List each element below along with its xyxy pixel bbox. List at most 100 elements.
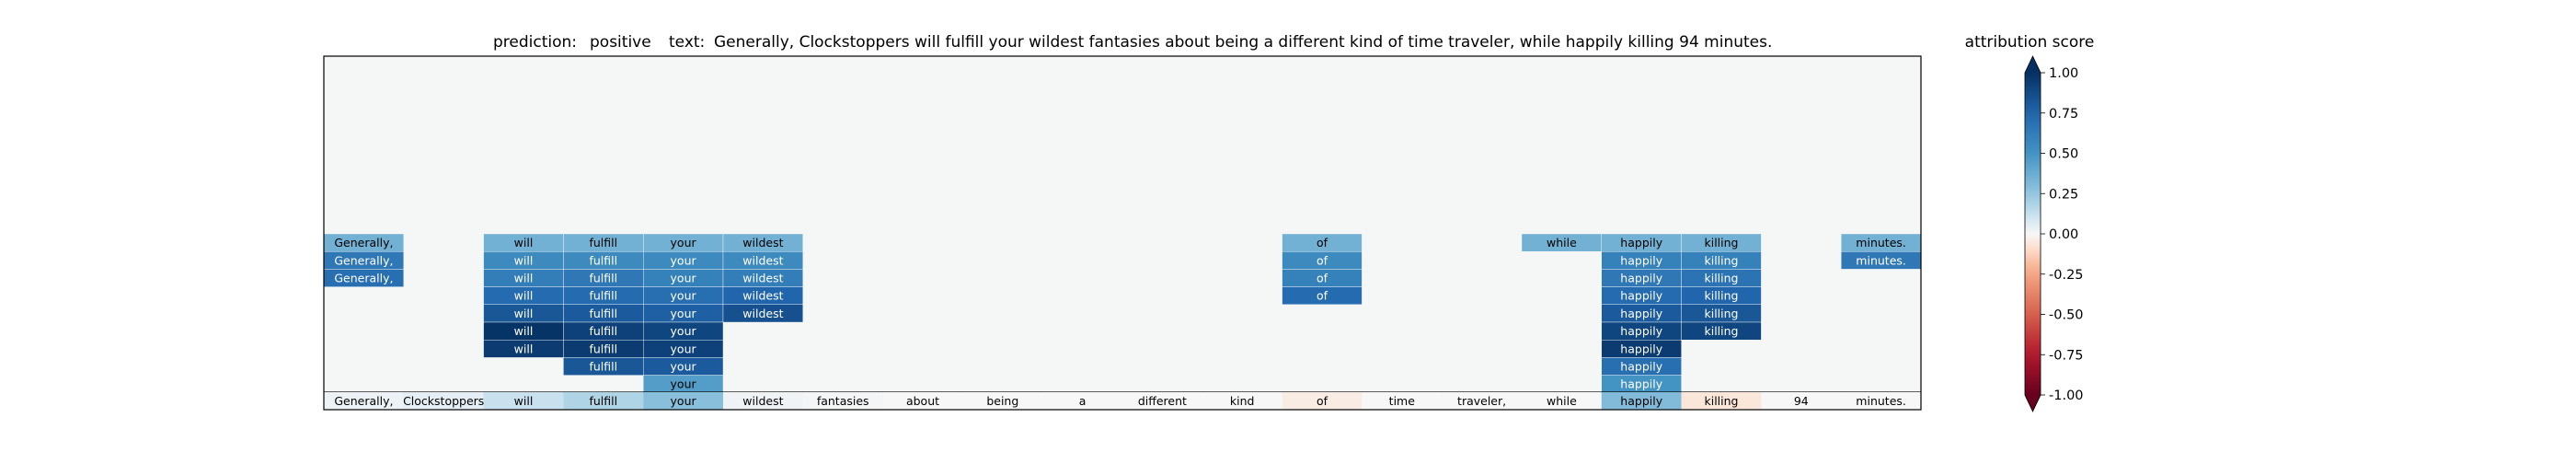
token-label: being [986,394,1018,408]
heatmap-cell-label: Generally, [334,236,393,249]
token-cell [403,392,484,410]
token-cell [1282,392,1363,410]
token-cell [563,392,644,410]
title-text-label: text: [669,33,705,52]
heatmap-cell-label: wildest [742,272,783,285]
heatmap-cell-label: your [671,289,697,303]
heatmap-cell-label: Generally, [334,253,393,267]
colorbar-label: attribution score [1965,33,2095,52]
token-cell [1681,392,1762,410]
heatmap-cell-label: happily [1620,236,1662,249]
plot-frame [323,55,1922,411]
colorbar-tick-label: 0.25 [2049,187,2078,202]
token-label: Generally, [334,394,393,408]
heatmap-cell-label: your [671,342,697,355]
token-label: about [906,394,939,408]
title-text-value: Generally, Clockstoppers will fulfill yo… [714,33,1772,52]
token-cell [723,392,803,410]
heatmap-cell-label: happily [1620,377,1662,391]
token-label: happily [1620,394,1662,408]
heatmap-cell-label: will [514,272,534,285]
token-label: time [1389,394,1416,408]
token-label: fantasies [817,394,869,408]
colorbar-tick-label: 1.00 [2049,66,2078,81]
heatmap-area: Generally, will fulfill your wildest of while h… [323,56,1922,410]
token-label: will [514,394,534,408]
heatmap-cell-label: will [514,307,534,320]
heatmap-cell-label: fulfill [589,360,617,374]
heatmap-cell-label: Generally, [334,272,393,285]
heatmap-cell-label: your [671,360,697,374]
token-label: a [1079,394,1087,408]
heatmap-cell [1681,321,1762,341]
heatmap-cell-label: of [1317,236,1328,249]
heatmap-cell-label: happily [1620,342,1662,355]
token-cell [802,392,883,410]
heatmap-cell-label: fulfill [589,289,617,303]
token-cell [643,392,723,410]
heatmap-cell-label: minutes. [1856,253,1906,267]
heatmap-cell-label: happily [1620,360,1662,374]
token-cell [1202,392,1282,410]
colorbar-tick-label: 0.00 [2049,227,2078,242]
colorbar-tick-label: 0.50 [2049,147,2078,162]
heatmap-cell-label: your [671,272,697,285]
token-cell [1841,392,1921,410]
token-label: Clockstoppers [403,394,484,408]
heatmap-cell-label: wildest [742,307,783,320]
colorbar-min-extension [2025,395,2041,412]
heatmap-cell-label: fulfill [589,253,617,267]
colorbar-tick-label: -0.75 [2049,348,2084,363]
heatmap-cell-label: minutes. [1856,236,1906,249]
heatmap-cell-label: fulfill [589,236,617,249]
colorbar-tick-label: -1.00 [2049,389,2084,403]
heatmap-cell-label: your [671,236,697,249]
heatmap-cell-label: happily [1620,272,1662,285]
heatmap-cell-label: will [514,289,534,303]
token-cell [1042,392,1122,410]
token-cell [324,392,404,410]
heatmap-cell-label: killing [1705,289,1739,303]
token-label: your [671,394,697,408]
heatmap-cell-label: will [514,342,534,355]
heatmap-cell-label: fulfill [589,272,617,285]
heatmap-cell-label: wildest [742,289,783,303]
heatmap-cell-label: your [671,253,697,267]
token-label: while [1547,394,1577,408]
colorbar-tick-label: -0.50 [2049,308,2084,323]
heatmap-cell-label: while [1547,236,1577,249]
heatmap-cell-label: killing [1705,253,1739,267]
token-cell [1761,392,1842,410]
heatmap-cell [722,304,804,323]
heatmap-cell-label: killing [1705,236,1739,249]
heatmap-cell-label: of [1317,272,1328,285]
heatmap-cell-label: killing [1705,307,1739,320]
heatmap-cell-label: wildest [742,253,783,267]
heatmap-cell-label: fulfill [589,324,617,338]
heatmap-cell [1282,286,1363,306]
heatmap-cell-label: happily [1620,307,1662,320]
token-label: minutes. [1856,394,1906,408]
heatmap-cell-label: your [671,377,697,391]
token-cell [1442,392,1522,410]
heatmap-cell-label: your [671,307,697,320]
heatmap-cell-label: your [671,324,697,338]
heatmap-cell-label: of [1317,253,1328,267]
heatmap-cell-label: killing [1705,324,1739,338]
token-label: killing [1705,394,1739,408]
colorbar-tick-label: -0.25 [2049,268,2084,283]
token-cell [882,392,963,410]
heatmap-cell-label: wildest [742,236,783,249]
token-label: of [1317,394,1328,408]
heatmap-cell-label: happily [1620,253,1662,267]
colorbar-tick-label: 0.75 [2049,107,2078,122]
token-label: different [1138,394,1187,408]
token-label: wildest [742,394,783,408]
title-prediction-value: positive [590,33,651,52]
heatmap-cell-label: will [514,253,534,267]
heatmap-cell-label: fulfill [589,342,617,355]
colorbar-gradient [2025,73,2041,395]
heatmap-cell-label: happily [1620,289,1662,303]
